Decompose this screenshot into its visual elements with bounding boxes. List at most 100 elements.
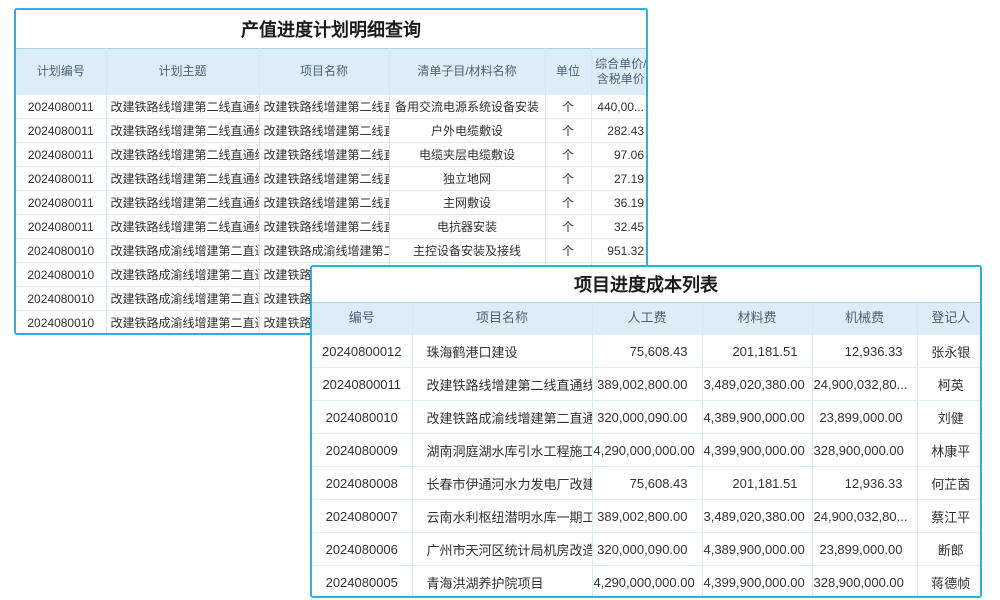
table-row: 2024080008 长春市伊通河水力发电厂改建... 75,608.43 201,1…	[312, 466, 980, 500]
cell: 12,936.33	[812, 334, 918, 368]
cell: 24,900,032,80...	[812, 367, 918, 401]
link-cell[interactable]: 广州市天河区统计局机房改造...	[412, 532, 593, 566]
column-header: 清单子目/材料名称	[389, 48, 546, 95]
cell: 951.32	[591, 238, 646, 263]
link-cell[interactable]: 2024080008	[312, 466, 413, 500]
column-header: 项目名称	[259, 48, 390, 95]
cell: 3,489,020,380.00	[702, 499, 813, 533]
table-row: 2024080006 广州市天河区统计局机房改造... 320,000,090.00…	[312, 532, 980, 566]
cell: 4,389,900,000.00	[702, 400, 813, 434]
link-cell[interactable]: 改建铁路线增建第二线直通线...	[412, 367, 593, 401]
link-cell[interactable]: 改建铁路线增建第二线直通线	[106, 166, 260, 191]
link-cell[interactable]: 何芷茵	[917, 466, 980, 500]
cell: 4,290,000,000.00	[592, 565, 703, 596]
cell: 24,900,032,80...	[812, 499, 918, 533]
plan-detail-header-row: 计划编号 计划主题 项目名称 清单子目/材料名称 单位 综合单价/含税单价	[16, 48, 646, 95]
cell: 个	[545, 166, 592, 191]
link-cell[interactable]: 2024080010	[312, 400, 413, 434]
link-cell[interactable]: 20240800011	[312, 367, 413, 401]
cost-list-header-row: 编号 项目名称 人工费 材料费 机械费 登记人	[312, 302, 980, 335]
cell: 75,608.43	[592, 466, 703, 500]
cell: 23,899,000.00	[812, 532, 918, 566]
table-row: 2024080011改建铁路线增建第二线直通线改建铁路线增建第二线直通电缆夹层电…	[16, 142, 646, 167]
link-cell[interactable]: 湖南洞庭湖水库引水工程施工...	[412, 433, 593, 467]
link-cell[interactable]: 改建铁路线增建第二线直通线	[106, 190, 260, 215]
link-cell[interactable]: 2024080010	[16, 286, 107, 311]
link-cell[interactable]: 2024080010	[16, 262, 107, 287]
link-cell[interactable]: 张永银	[917, 334, 980, 368]
link-cell[interactable]: 改建铁路线增建第二线直通线	[106, 94, 260, 119]
link-cell[interactable]: 改建铁路成渝线增建第二直通...	[412, 400, 593, 434]
cell: 个	[545, 214, 592, 239]
link-cell[interactable]: 2024080006	[312, 532, 413, 566]
cell: 201,181.51	[702, 334, 813, 368]
link-cell[interactable]: 断郎	[917, 532, 980, 566]
link-cell[interactable]: 柯英	[917, 367, 980, 401]
cell: 个	[545, 118, 592, 143]
table-row: 2024080011改建铁路线增建第二线直通线改建铁路线增建第二线直通独立地网个…	[16, 166, 646, 191]
link-cell[interactable]: 改建铁路成渝线增建第二直通	[106, 262, 260, 287]
link-cell[interactable]: 2024080011	[16, 118, 107, 143]
link-cell[interactable]: 蒋德帧	[917, 565, 980, 596]
plan-detail-panel-title: 产值进度计划明细查询	[16, 10, 646, 48]
table-row: 20240800012 珠海鹤港口建设 75,608.43 201,181.51 12,…	[312, 334, 980, 368]
link-cell[interactable]: 2024080011	[16, 142, 107, 167]
link-cell[interactable]: 林康平	[917, 433, 980, 467]
cell: 36.19	[591, 190, 646, 215]
link-cell[interactable]: 2024080007	[312, 499, 413, 533]
cell: 电抗器安装	[389, 214, 546, 239]
link-cell[interactable]: 改建铁路线增建第二线直通	[259, 118, 390, 143]
link-cell[interactable]: 云南水利枢纽潜明水库一期工...	[412, 499, 593, 533]
column-header: 材料费	[702, 302, 813, 335]
link-cell[interactable]: 改建铁路成渝线增建第二直通	[106, 238, 260, 263]
link-cell[interactable]: 改建铁路成渝线增建第二直通	[106, 310, 260, 333]
link-cell[interactable]: 20240800012	[312, 334, 413, 368]
table-row: 2024080011改建铁路线增建第二线直通线改建铁路线增建第二线直通主网敷设个…	[16, 190, 646, 215]
link-cell[interactable]: 刘健	[917, 400, 980, 434]
cell: 12,936.33	[812, 466, 918, 500]
link-cell[interactable]: 长春市伊通河水力发电厂改建...	[412, 466, 593, 500]
cell: 户外电缆敷设	[389, 118, 546, 143]
link-cell[interactable]: 改建铁路线增建第二线直通	[259, 214, 390, 239]
cell: 320,000,090.00	[592, 400, 703, 434]
link-cell[interactable]: 2024080011	[16, 190, 107, 215]
link-cell[interactable]: 青海洪湖养护院项目	[412, 565, 593, 596]
column-header: 综合单价/含税单价	[591, 48, 646, 95]
link-cell[interactable]: 2024080005	[312, 565, 413, 596]
link-cell[interactable]: 改建铁路线增建第二线直通	[259, 166, 390, 191]
cell: 32.45	[591, 214, 646, 239]
table-row: 2024080011改建铁路线增建第二线直通线改建铁路线增建第二线直通备用交流电…	[16, 94, 646, 119]
link-cell[interactable]: 2024080010	[16, 310, 107, 333]
link-cell[interactable]: 改建铁路线增建第二线直通	[259, 190, 390, 215]
cell: 主控设备安装及接线	[389, 238, 546, 263]
cell: 个	[545, 190, 592, 215]
link-cell[interactable]: 改建铁路成渝线增建第二直通	[106, 286, 260, 311]
link-cell[interactable]: 改建铁路线增建第二线直通	[259, 94, 390, 119]
cell: 备用交流电源系统设备安装	[389, 94, 546, 119]
link-cell[interactable]: 2024080011	[16, 166, 107, 191]
cost-list-panel-title: 项目进度成本列表	[312, 267, 980, 302]
link-cell[interactable]: 2024080011	[16, 94, 107, 119]
cell: 328,900,000.00	[812, 433, 918, 467]
cell: 个	[545, 94, 592, 119]
cell: 4,399,900,000.00	[702, 433, 813, 467]
cell: 电缆夹层电缆敷设	[389, 142, 546, 167]
link-cell[interactable]: 2024080009	[312, 433, 413, 467]
link-cell[interactable]: 蔡江平	[917, 499, 980, 533]
link-cell[interactable]: 改建铁路成渝线增建第二直	[259, 238, 390, 263]
column-header: 项目名称	[412, 302, 593, 335]
cell: 独立地网	[389, 166, 546, 191]
table-row: 2024080011改建铁路线增建第二线直通线改建铁路线增建第二线直通电抗器安装…	[16, 214, 646, 239]
cell: 97.06	[591, 142, 646, 167]
link-cell[interactable]: 2024080010	[16, 238, 107, 263]
cell: 389,002,800.00	[592, 499, 703, 533]
link-cell[interactable]: 改建铁路线增建第二线直通线	[106, 142, 260, 167]
cell: 23,899,000.00	[812, 400, 918, 434]
column-header: 人工费	[592, 302, 703, 335]
link-cell[interactable]: 改建铁路线增建第二线直通	[259, 142, 390, 167]
link-cell[interactable]: 珠海鹤港口建设	[412, 334, 593, 368]
link-cell[interactable]: 改建铁路线增建第二线直通线	[106, 214, 260, 239]
cell: 320,000,090.00	[592, 532, 703, 566]
link-cell[interactable]: 改建铁路线增建第二线直通线	[106, 118, 260, 143]
link-cell[interactable]: 2024080011	[16, 214, 107, 239]
